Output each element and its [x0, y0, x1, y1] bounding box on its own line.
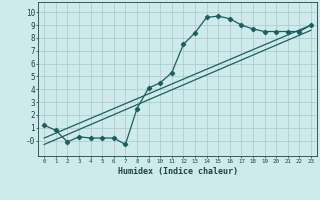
X-axis label: Humidex (Indice chaleur): Humidex (Indice chaleur)	[118, 167, 238, 176]
